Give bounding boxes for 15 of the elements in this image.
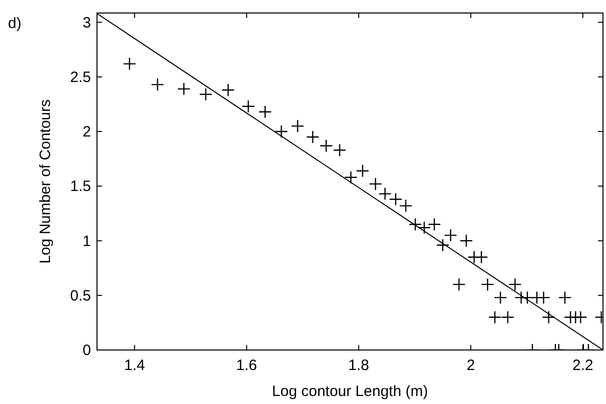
x-tick-label: 2.2 <box>572 357 594 374</box>
x-tick-label: 2 <box>466 357 475 374</box>
text: d) <box>8 15 22 32</box>
y-tick-label: 1 <box>82 232 91 250</box>
x-tick-label: 1.8 <box>348 357 370 374</box>
y-tick-label: 3 <box>82 14 91 32</box>
x-tick-label: 1.6 <box>236 357 258 374</box>
y-tick-label: 2 <box>82 124 91 141</box>
x-tick-label: 1.4 <box>124 357 145 374</box>
x-axis-title: Log contour Length (m) <box>272 383 428 400</box>
y-axis-title: Log Number of Contours <box>37 99 54 264</box>
y-tick-label: 0.5 <box>70 287 91 304</box>
y-tick-label: 1.5 <box>70 178 91 196</box>
y-tick-label: 2.5 <box>70 68 91 86</box>
y-tick-label: 0 <box>82 342 91 359</box>
